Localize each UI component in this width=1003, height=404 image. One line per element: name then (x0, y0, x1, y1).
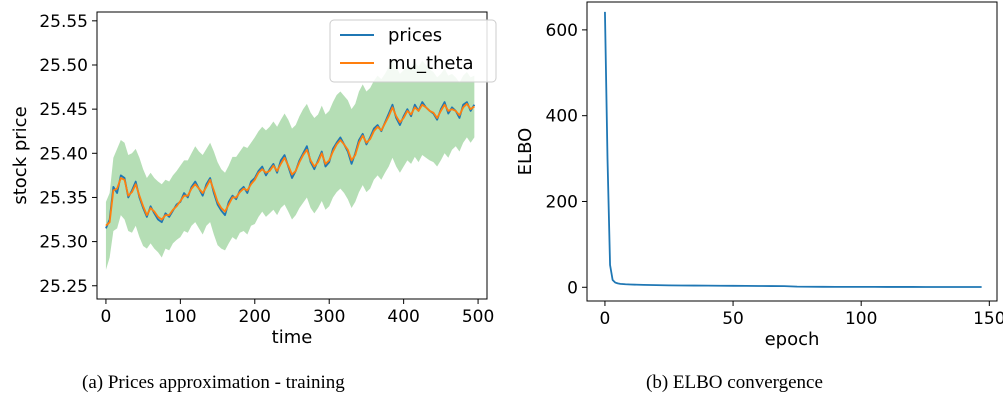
y-tick-label: 25.35 (39, 188, 88, 208)
x-axis-label: epoch (765, 329, 820, 350)
y-tick-label: 200 (546, 192, 578, 212)
y-axis-label: stock price (10, 106, 31, 204)
y-tick-label: 25.40 (39, 144, 88, 164)
x-tick-label: 300 (313, 307, 345, 327)
y-tick-label: 25.50 (39, 56, 88, 76)
caption-prices-approximation: (a) Prices approximation - training (82, 372, 345, 393)
x-tick-label: 150 (973, 309, 1003, 329)
legend-label-prices: prices (388, 25, 442, 46)
series-line-mu-theta (105, 102, 475, 227)
y-tick-label: 25.55 (39, 12, 88, 32)
x-tick-label: 0 (600, 309, 611, 329)
y-tick-label: 400 (546, 107, 578, 127)
plot-frame (96, 11, 488, 300)
x-tick-label: 0 (101, 307, 112, 327)
x-tick-label: 100 (164, 307, 196, 327)
plot-frame (586, 1, 998, 302)
y-tick-label: 25.25 (39, 277, 88, 297)
y-tick-label: 25.45 (39, 100, 88, 120)
caption-elbo-convergence: (b) ELBO convergence (646, 372, 823, 393)
x-axis-label: time (272, 327, 313, 348)
x-tick-label: 50 (722, 309, 744, 329)
x-tick-label: 200 (239, 307, 271, 327)
series-line (604, 11, 982, 288)
x-tick-label: 500 (462, 307, 494, 327)
chart-elbo-convergence: 0 50 100 150 0 200 400 600 epoch ELBO (515, 1, 1003, 350)
x-tick-label: 400 (387, 307, 419, 327)
y-tick-label: 600 (546, 21, 578, 41)
y-tick-label: 0 (567, 278, 578, 298)
y-axis-label: ELBO (515, 128, 536, 176)
legend-label-mu-theta: mu_theta (388, 53, 474, 74)
chart-prices-approximation: 0 100 200 300 400 500 25.25 25.30 25.35 25.40 25.4… (10, 11, 497, 348)
y-tick-label: 25.30 (39, 233, 88, 253)
x-tick-label: 100 (845, 309, 877, 329)
confidence-band (105, 59, 475, 270)
